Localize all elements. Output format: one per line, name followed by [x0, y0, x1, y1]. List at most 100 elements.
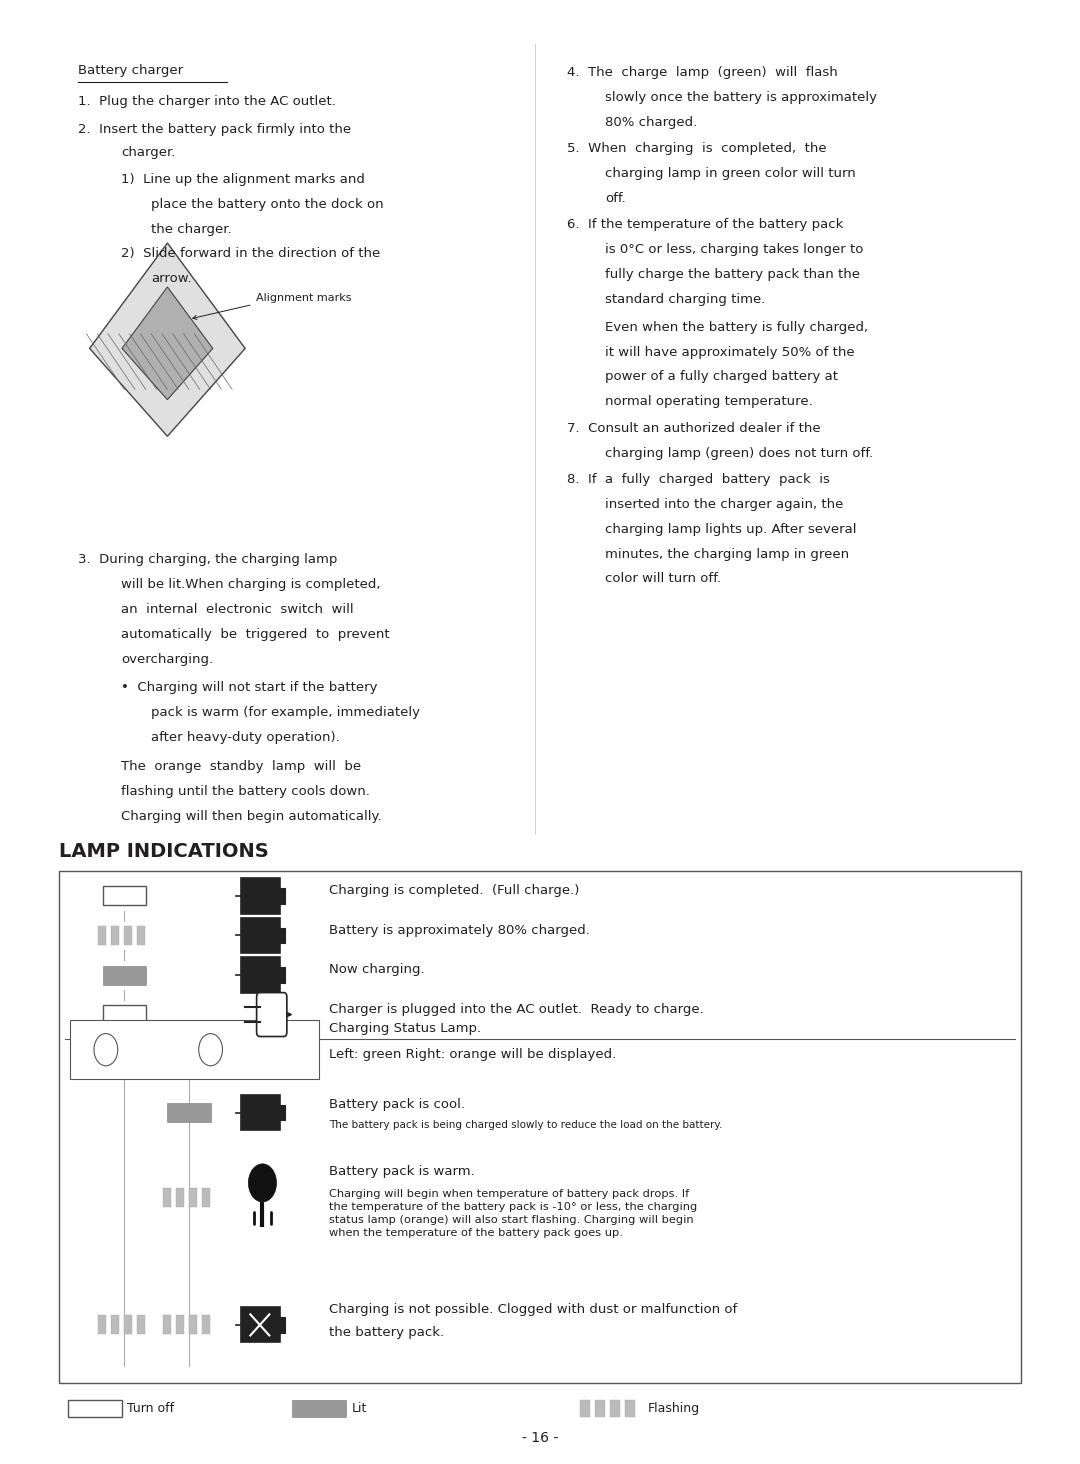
- Text: Battery charger: Battery charger: [78, 64, 183, 78]
- Text: power of a fully charged battery at: power of a fully charged battery at: [605, 370, 838, 384]
- Text: after heavy-duty operation).: after heavy-duty operation).: [151, 731, 340, 744]
- Bar: [241, 918, 280, 953]
- Text: place the battery onto the dock on: place the battery onto the dock on: [151, 198, 383, 211]
- Text: LAMP INDICATIONS: LAMP INDICATIONS: [59, 842, 269, 861]
- Text: Charging is completed.  (Full charge.): Charging is completed. (Full charge.): [329, 884, 580, 897]
- Text: 7.  Consult an authorized dealer if the: 7. Consult an authorized dealer if the: [567, 422, 821, 435]
- Bar: [111, 927, 119, 946]
- Bar: [124, 1315, 132, 1335]
- Bar: [625, 1400, 635, 1417]
- Text: Battery is approximately 80% charged.: Battery is approximately 80% charged.: [329, 924, 591, 937]
- Bar: [610, 1400, 620, 1417]
- Bar: [202, 1189, 210, 1206]
- Text: color will turn off.: color will turn off.: [605, 572, 720, 586]
- Bar: [280, 1318, 284, 1332]
- Text: charging lamp lights up. After several: charging lamp lights up. After several: [605, 523, 856, 536]
- Bar: [124, 927, 132, 946]
- Bar: [595, 1400, 605, 1417]
- Text: 80% charged.: 80% charged.: [605, 116, 697, 129]
- Circle shape: [248, 1164, 276, 1202]
- FancyBboxPatch shape: [257, 993, 287, 1037]
- Bar: [103, 886, 146, 905]
- Text: standard charging time.: standard charging time.: [605, 293, 765, 306]
- Bar: [98, 1315, 106, 1335]
- Text: The  orange  standby  lamp  will  be: The orange standby lamp will be: [121, 760, 361, 773]
- Bar: [111, 1315, 119, 1335]
- Bar: [103, 1004, 146, 1025]
- Text: automatically  be  triggered  to  prevent: automatically be triggered to prevent: [121, 628, 390, 641]
- Bar: [163, 1315, 171, 1335]
- Text: slowly once the battery is approximately: slowly once the battery is approximately: [605, 91, 877, 104]
- Text: inserted into the charger again, the: inserted into the charger again, the: [605, 498, 843, 511]
- Circle shape: [94, 1034, 118, 1066]
- Bar: [280, 928, 284, 943]
- Text: Lit: Lit: [352, 1403, 367, 1414]
- Bar: [580, 1400, 590, 1417]
- Bar: [70, 1020, 319, 1079]
- Text: Charger is plugged into the AC outlet.  Ready to charge.: Charger is plugged into the AC outlet. R…: [329, 1003, 704, 1016]
- Text: pack is warm (for example, immediately: pack is warm (for example, immediately: [151, 706, 420, 719]
- Bar: [59, 871, 1021, 1383]
- Text: •  Charging will not start if the battery: • Charging will not start if the battery: [121, 681, 378, 694]
- Text: will be lit.When charging is completed,: will be lit.When charging is completed,: [121, 578, 380, 591]
- Text: 3.  During charging, the charging lamp: 3. During charging, the charging lamp: [78, 553, 337, 567]
- Text: Battery pack is warm.: Battery pack is warm.: [329, 1165, 475, 1179]
- Polygon shape: [90, 243, 245, 436]
- Text: Turn off: Turn off: [127, 1403, 175, 1414]
- Text: charging lamp (green) does not turn off.: charging lamp (green) does not turn off.: [605, 447, 873, 460]
- Bar: [176, 1315, 184, 1335]
- Bar: [167, 1104, 211, 1121]
- Bar: [189, 1315, 197, 1335]
- Text: Charging is not possible. Clogged with dust or malfunction of: Charging is not possible. Clogged with d…: [329, 1303, 738, 1316]
- Text: (Orange): (Orange): [227, 1044, 280, 1056]
- Text: The battery pack is being charged slowly to reduce the load on the battery.: The battery pack is being charged slowly…: [329, 1120, 723, 1130]
- Bar: [241, 1095, 280, 1130]
- Text: - 16 -: - 16 -: [522, 1430, 558, 1445]
- Bar: [137, 927, 145, 946]
- Text: arrow.: arrow.: [151, 272, 192, 285]
- Bar: [241, 878, 280, 914]
- Text: Left: green Right: orange will be displayed.: Left: green Right: orange will be displa…: [329, 1048, 617, 1061]
- Bar: [68, 1400, 122, 1417]
- Bar: [189, 1189, 197, 1206]
- Text: Now charging.: Now charging.: [329, 963, 426, 976]
- Bar: [103, 966, 146, 984]
- Circle shape: [199, 1034, 222, 1066]
- Text: it will have approximately 50% of the: it will have approximately 50% of the: [605, 346, 854, 359]
- Text: 5.  When  charging  is  completed,  the: 5. When charging is completed, the: [567, 142, 826, 155]
- Text: 2)  Slide forward in the direction of the: 2) Slide forward in the direction of the: [121, 247, 380, 261]
- Text: 2.  Insert the battery pack firmly into the: 2. Insert the battery pack firmly into t…: [78, 123, 351, 136]
- Bar: [98, 927, 106, 946]
- Text: minutes, the charging lamp in green: minutes, the charging lamp in green: [605, 548, 849, 561]
- Text: an  internal  electronic  switch  will: an internal electronic switch will: [121, 603, 353, 616]
- Text: 1)  Line up the alignment marks and: 1) Line up the alignment marks and: [121, 173, 365, 186]
- Text: charger.: charger.: [121, 146, 175, 160]
- Text: Charging will then begin automatically.: Charging will then begin automatically.: [121, 810, 381, 823]
- Bar: [280, 968, 284, 982]
- Bar: [163, 1189, 171, 1206]
- Text: 6.  If the temperature of the battery pack: 6. If the temperature of the battery pac…: [567, 218, 843, 231]
- Text: Flashing: Flashing: [648, 1403, 700, 1414]
- Text: normal operating temperature.: normal operating temperature.: [605, 395, 812, 408]
- Bar: [137, 1315, 145, 1335]
- Text: fully charge the battery pack than the: fully charge the battery pack than the: [605, 268, 860, 281]
- Text: 4.  The  charge  lamp  (green)  will  flash: 4. The charge lamp (green) will flash: [567, 66, 838, 79]
- Text: the charger.: the charger.: [151, 223, 232, 236]
- Bar: [292, 1400, 346, 1417]
- Bar: [241, 1307, 280, 1342]
- Text: flashing until the battery cools down.: flashing until the battery cools down.: [121, 785, 369, 798]
- Text: 1.  Plug the charger into the AC outlet.: 1. Plug the charger into the AC outlet.: [78, 95, 336, 108]
- Bar: [176, 1189, 184, 1206]
- Text: Charging Status Lamp.: Charging Status Lamp.: [329, 1022, 482, 1035]
- Text: is 0°C or less, charging takes longer to: is 0°C or less, charging takes longer to: [605, 243, 863, 256]
- Bar: [280, 889, 284, 903]
- Text: 8.  If  a  fully  charged  battery  pack  is: 8. If a fully charged battery pack is: [567, 473, 829, 486]
- Text: Battery pack is cool.: Battery pack is cool.: [329, 1098, 465, 1111]
- Polygon shape: [122, 287, 213, 400]
- Text: Alignment marks: Alignment marks: [256, 293, 351, 303]
- Text: the battery pack.: the battery pack.: [329, 1326, 445, 1340]
- Text: overcharging.: overcharging.: [121, 653, 213, 666]
- Text: Charging will begin when temperature of battery pack drops. If
the temperature o: Charging will begin when temperature of …: [329, 1189, 698, 1239]
- Bar: [280, 1105, 284, 1120]
- Text: charging lamp in green color will turn: charging lamp in green color will turn: [605, 167, 855, 180]
